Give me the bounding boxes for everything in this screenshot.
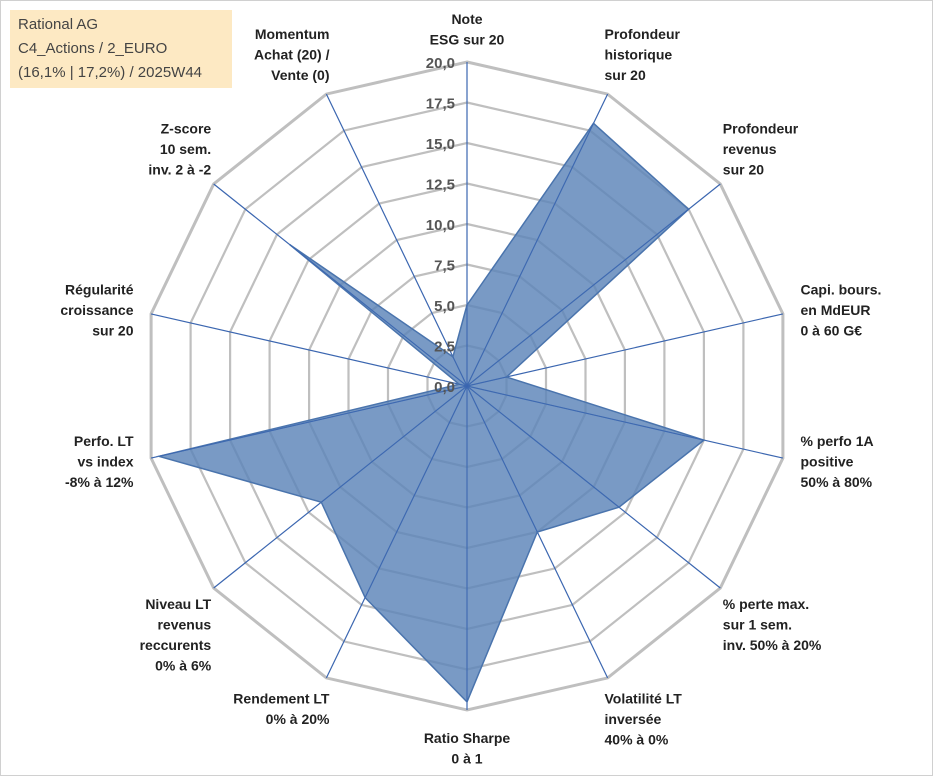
axis-label-line: sur 1 sem. <box>723 617 792 633</box>
tick-label: 5,0 <box>434 298 455 315</box>
axis-label: Régularité croissance sur 20 <box>60 282 133 339</box>
tick-label: 17,5 <box>426 96 455 113</box>
axis-label: Profondeur revenus sur 20 <box>723 121 799 178</box>
axis-label-line: Ratio Sharpe <box>424 730 511 746</box>
axis-label-line: 0% à 6% <box>155 658 212 674</box>
axis-label-line: % perfo 1A <box>801 433 874 449</box>
axis-label: Momentum Achat (20) / Vente (0) <box>254 26 330 83</box>
axis-label: Note ESG sur 20 <box>430 11 505 48</box>
axis-spoke-overlay <box>452 356 468 387</box>
axis-label-line: croissance <box>60 302 133 318</box>
axis-label-line: 0 à 60 G€ <box>801 323 863 339</box>
tick-label: 7,5 <box>434 258 455 275</box>
axis-label: Capi. bours. en MdEUR 0 à 60 G€ <box>801 282 882 339</box>
axis-label-line: 40% à 0% <box>605 731 669 747</box>
axis-label-line: inv. 2 à -2 <box>148 162 211 178</box>
axis-label-line: Volatilité LT <box>605 690 683 706</box>
axis-label-line: vs index <box>77 453 133 469</box>
axis-label-line: Perfo. LT <box>74 433 134 449</box>
axis-label-line: ESG sur 20 <box>430 32 505 48</box>
axis-spoke <box>325 93 468 387</box>
axis-label-line: 0% à 20% <box>266 711 330 727</box>
axis-label-line: Capi. bours. <box>801 282 882 298</box>
info-period: (16,1% | 17,2%) / 2025W44 <box>18 64 202 81</box>
axis-label-line: revenus <box>157 617 211 633</box>
axis-label-line: reccurents <box>140 637 212 653</box>
axis-label: % perte max. sur 1 sem. inv. 50% à 20% <box>723 596 822 653</box>
axis-spoke <box>466 313 784 387</box>
axis-label-line: Z-score <box>161 121 212 137</box>
label-layer: Note ESG sur 20 Profondeur historique sur 20… <box>60 11 881 767</box>
axis-spoke-overlay <box>466 123 594 387</box>
tick-label: 10,0 <box>426 217 455 234</box>
axis-label-line: Régularité <box>65 282 134 298</box>
info-company: Rational AG <box>18 16 99 33</box>
axis-label-line: Vente (0) <box>271 67 329 83</box>
axis-label-line: positive <box>801 453 854 469</box>
series-layer <box>156 122 706 704</box>
axis-label-line: Niveau LT <box>145 596 211 612</box>
tick-label: 12,5 <box>426 177 455 194</box>
info-category: C4_Actions / 2_EURO <box>18 40 168 57</box>
axis-spoke-overlay <box>466 376 507 387</box>
axis-label-line: sur 20 <box>605 67 646 83</box>
axis-label-line: 10 sem. <box>160 141 211 157</box>
axis-label: Perfo. LT vs index -8% à 12% <box>65 433 134 490</box>
axis-label-line: inv. 50% à 20% <box>723 637 822 653</box>
axis-spoke <box>150 313 468 387</box>
axis-label-line: Rendement LT <box>233 690 330 706</box>
axis-label: Ratio Sharpe 0 à 1 <box>424 730 511 767</box>
tick-layer: 0,0 2,5 5,0 7,5 10,0 12,5 15,0 17,5 20,0 <box>426 55 455 396</box>
axis-spoke-overlay <box>158 385 468 457</box>
axis-spoke-overlay <box>466 385 538 533</box>
axis-spoke-overlay <box>466 385 620 508</box>
axis-label-line: sur 20 <box>92 323 133 339</box>
tick-label: 15,0 <box>426 136 455 153</box>
axis-label-line: inversée <box>605 711 662 727</box>
axis-spoke-overlay <box>458 383 468 387</box>
axis-label-line: historique <box>605 47 673 63</box>
axis-label-line: Profondeur <box>723 121 799 137</box>
axis-label-line: en MdEUR <box>801 302 871 318</box>
axis-label-line: sur 20 <box>723 162 764 178</box>
axis-label-line: % perte max. <box>723 596 809 612</box>
axis-label: % perfo 1A positive 50% à 80% <box>801 433 874 490</box>
axis-label-line: Note <box>451 11 482 27</box>
axis-label: Profondeur historique sur 20 <box>605 26 681 83</box>
info-box: Rational AG C4_Actions / 2_EURO (16,1% |… <box>10 10 232 88</box>
axis-label-line: -8% à 12% <box>65 474 134 490</box>
axis-spoke-overlay <box>466 208 689 387</box>
axis-label-line: Momentum <box>255 26 330 42</box>
axis-label-line: revenus <box>723 141 777 157</box>
axis-spoke-overlay <box>364 385 468 598</box>
axis-label: Rendement LT 0% à 20% <box>233 690 330 727</box>
axis-label: Niveau LT revenus reccurents 0% à 6% <box>140 596 212 674</box>
axis-label: Z-score 10 sem. inv. 2 à -2 <box>148 121 211 178</box>
axis-label-line: 50% à 80% <box>801 474 873 490</box>
axis-spoke-overlay <box>466 385 705 441</box>
axis-label: Volatilité LT inversée 40% à 0% <box>605 690 683 747</box>
axis-label-line: Profondeur <box>605 26 681 42</box>
axis-label-line: Achat (20) / <box>254 47 330 63</box>
tick-label: 20,0 <box>426 55 455 72</box>
tick-label: 2,5 <box>434 339 455 356</box>
axis-spoke-overlay <box>289 244 468 387</box>
tick-label: 0,0 <box>434 379 455 396</box>
axis-label-line: 0 à 1 <box>451 751 482 767</box>
axis-spoke-overlay <box>320 385 468 503</box>
